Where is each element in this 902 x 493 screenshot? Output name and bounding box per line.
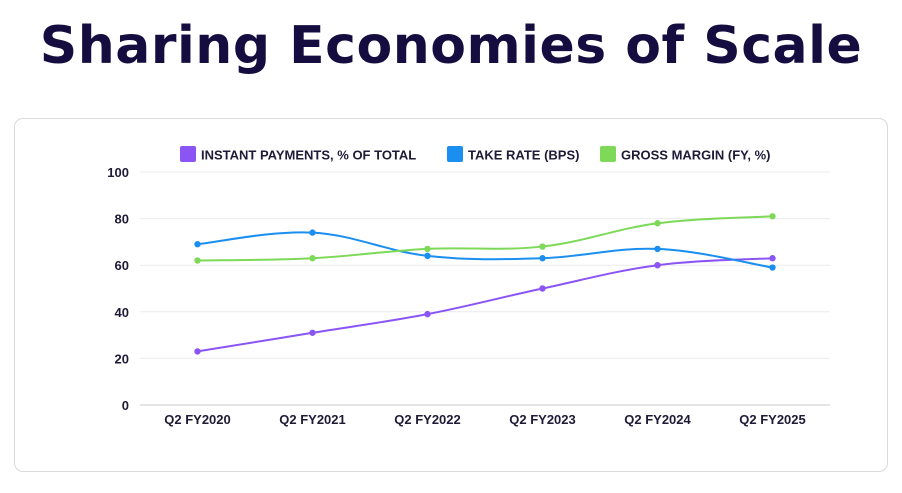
- series-line-gross-margin-fy: [196, 215, 774, 262]
- axes: 0 20 40 60 80 100 Q2 FY2020 Q2 FY2021 Q2 FY2022 Q…: [107, 165, 830, 427]
- data-point-gross-margin-fy: [309, 255, 316, 262]
- data-point-take-rate-bps: [309, 229, 316, 236]
- y-tick-label: 100: [107, 165, 129, 180]
- legend: INSTANT PAYMENTS, % OF TOTAL TAKE RATE (B…: [180, 146, 771, 163]
- series-line-take-rate-bps: [196, 231, 774, 269]
- series-line-instant-payments-of-total: [196, 257, 774, 353]
- series-lines: [194, 213, 776, 355]
- gridlines: [140, 171, 830, 359]
- data-point-gross-margin-fy: [654, 220, 661, 227]
- data-point-take-rate-bps: [769, 264, 776, 271]
- chart-card: [14, 118, 888, 472]
- data-point-gross-margin-fy: [769, 213, 776, 220]
- y-tick-label: 80: [115, 212, 129, 227]
- legend-label: INSTANT PAYMENTS, % OF TOTAL: [201, 148, 416, 163]
- y-tick-label: 60: [115, 258, 129, 273]
- x-tick-label: Q2 FY2025: [739, 412, 806, 427]
- x-tick-label: Q2 FY2023: [509, 412, 576, 427]
- data-point-instant-payments-of-total: [309, 329, 316, 336]
- x-tick-label: Q2 FY2020: [164, 412, 231, 427]
- data-point-take-rate-bps: [654, 245, 661, 253]
- y-tick-label: 20: [115, 351, 129, 366]
- data-point-gross-margin-fy: [424, 245, 431, 253]
- data-point-gross-margin-fy: [539, 243, 546, 250]
- x-tick-label: Q2 FY2024: [624, 412, 691, 427]
- data-point-instant-payments-of-total: [539, 285, 546, 292]
- data-point-take-rate-bps: [539, 255, 546, 262]
- legend-label: GROSS MARGIN (FY, %): [621, 148, 771, 163]
- data-point-instant-payments-of-total: [194, 348, 201, 355]
- x-tick-label: Q2 FY2022: [394, 412, 461, 427]
- data-point-take-rate-bps: [194, 241, 201, 248]
- legend-swatch: [447, 146, 463, 162]
- data-point-instant-payments-of-total: [654, 262, 661, 269]
- data-point-take-rate-bps: [424, 252, 431, 260]
- data-point-instant-payments-of-total: [769, 255, 776, 262]
- legend-swatch: [600, 146, 616, 162]
- legend-label: TAKE RATE (BPS): [468, 148, 579, 163]
- page-title: Sharing Economies of Scale: [39, 16, 863, 76]
- data-point-instant-payments-of-total: [424, 310, 431, 318]
- y-tick-label: 0: [122, 398, 129, 413]
- legend-swatch: [180, 146, 196, 162]
- y-tick-label: 40: [115, 305, 129, 320]
- data-point-gross-margin-fy: [194, 257, 201, 264]
- x-tick-label: Q2 FY2021: [279, 412, 346, 427]
